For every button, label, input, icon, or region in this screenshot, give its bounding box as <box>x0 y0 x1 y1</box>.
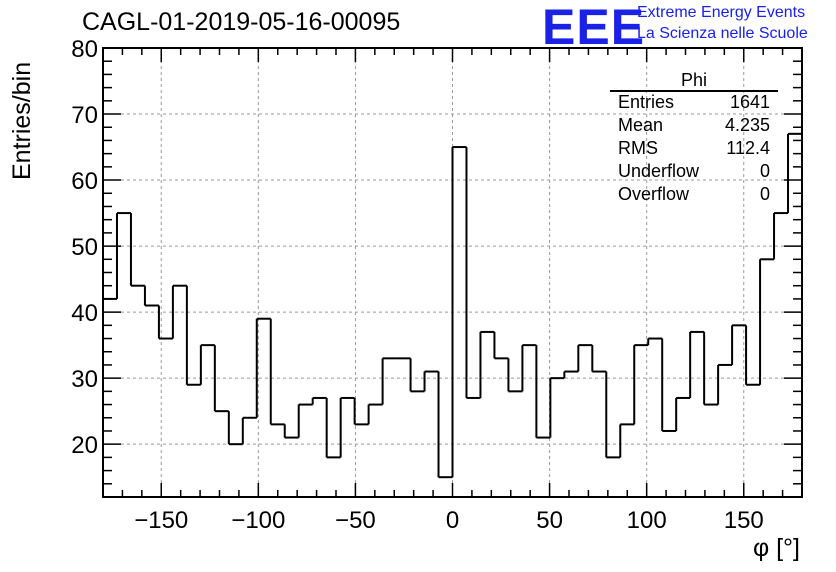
x-tick-label: 150 <box>724 507 764 534</box>
stats-value-entries: 1641 <box>729 92 770 112</box>
stats-label-overflow: Overflow <box>618 184 690 204</box>
x-tick-label: −50 <box>335 507 376 534</box>
logo-subtitle-1: Extreme Energy Events <box>637 4 806 21</box>
stats-box: Phi Entries 1641 Mean 4.235 RMS 112.4 Underflo… <box>610 68 778 210</box>
stats-label-underflow: Underflow <box>618 161 700 181</box>
y-tick-label: 40 <box>71 300 98 327</box>
stats-label-mean: Mean <box>618 115 664 135</box>
stats-title-underline <box>610 90 778 92</box>
stats-label-entries: Entries <box>618 92 675 112</box>
x-tick-label: 100 <box>627 507 667 534</box>
y-tick-label: 50 <box>71 234 98 261</box>
stats-label-rms: RMS <box>618 138 658 158</box>
stats-value-overflow: 0 <box>759 184 770 204</box>
y-tick-label: 70 <box>71 102 98 129</box>
x-tick-label: 0 <box>446 507 459 534</box>
stats-value-mean: 4.235 <box>724 115 770 135</box>
x-tick-label: −100 <box>231 507 285 534</box>
chart-title: CAGL-01-2019-05-16-00095 <box>82 8 401 36</box>
stats-value-underflow: 0 <box>759 161 770 181</box>
x-tick-label: −150 <box>134 507 188 534</box>
y-tick-label: 30 <box>71 366 98 393</box>
x-axis-label: φ [°] <box>752 534 800 562</box>
stats-title: Phi <box>680 70 707 90</box>
y-tick-label: 80 <box>71 36 98 63</box>
y-tick-label: 20 <box>71 432 98 459</box>
logo-subtitle-2: La Scienza nelle Scuole <box>637 25 808 42</box>
x-tick-label: 50 <box>536 507 563 534</box>
y-tick-label: 60 <box>71 168 98 195</box>
eee-logo: EEE <box>542 0 646 55</box>
stats-value-rms: 112.4 <box>726 138 770 158</box>
